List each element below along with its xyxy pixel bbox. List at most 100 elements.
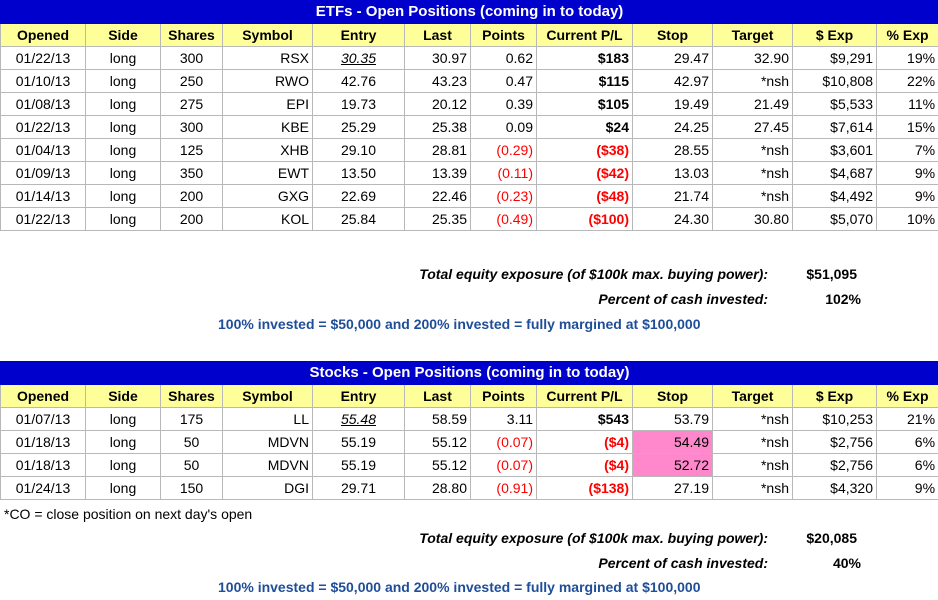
stock-cell-last: 58.59 <box>404 407 471 431</box>
stock-cell-side: long <box>85 407 161 431</box>
stock-cell-shares: 175 <box>160 407 223 431</box>
etf-cell-stop: 19.49 <box>632 92 713 116</box>
stock-cell-side: long <box>85 453 161 477</box>
stock-cell-shares: 50 <box>160 430 223 454</box>
stock-cell-stop: 27.19 <box>632 476 713 500</box>
etf-cell-target: *nsh <box>712 138 793 162</box>
etf-cell-opened: 01/22/13 <box>0 207 86 231</box>
etf-header-shares: Shares <box>160 23 223 47</box>
etf-cell-current-pl: ($48) <box>536 184 633 208</box>
stock-percent-invested-value: 40% <box>832 555 861 571</box>
etf-header-last: Last <box>404 23 471 47</box>
etf-cell-last: 43.23 <box>404 69 471 93</box>
stock-cell-current-pl: ($138) <box>536 476 633 500</box>
stock-header-symbol: Symbol <box>222 384 313 408</box>
etf-cell-shares: 250 <box>160 69 223 93</box>
stock-cell-side: long <box>85 430 161 454</box>
stock-cell-stop: 53.79 <box>632 407 713 431</box>
etf-cell-symbol: EPI <box>222 92 313 116</box>
etf-cell-last: 30.97 <box>404 46 471 70</box>
etf-cell-shares: 350 <box>160 161 223 185</box>
etf-cell-percent-exp: 15% <box>875 115 938 139</box>
etf-percent-invested-label: Percent of cash invested: <box>598 291 768 307</box>
etf-cell-symbol: RWO <box>222 69 313 93</box>
stock-cell-shares: 50 <box>160 453 223 477</box>
stock-table-row: 01/24/13 long 150 DGI 29.71 28.80 (0.91) ($138)… <box>0 476 938 500</box>
etf-cell-opened: 01/14/13 <box>0 184 86 208</box>
etf-cell-points: 0.62 <box>470 46 537 70</box>
etf-cell-symbol: XHB <box>222 138 313 162</box>
etf-header-target: Target <box>712 23 793 47</box>
stock-cell-entry: 55.19 <box>312 453 405 477</box>
etf-cell-entry: 29.10 <box>312 138 405 162</box>
stock-table-row: 01/18/13 long 50 MDVN 55.19 55.12 (0.07) ($4) 54… <box>0 430 938 454</box>
etf-cell-target: 32.90 <box>712 46 793 70</box>
etf-table-row: 01/22/13 long 300 KBE 25.29 25.38 0.09 $24 24.25… <box>0 115 938 139</box>
stock-total-exposure-value: $20,085 <box>806 530 857 546</box>
stock-cell-symbol: MDVN <box>222 453 313 477</box>
etf-header-entry: Entry <box>312 23 405 47</box>
etf-cell-percent-exp: 19% <box>875 46 938 70</box>
etf-cell-shares: 300 <box>160 46 223 70</box>
stock-cell-dollar-exp: $4,320 <box>792 476 877 500</box>
stock-header-last: Last <box>404 384 471 408</box>
etf-table-row: 01/04/13 long 125 XHB 29.10 28.81 (0.29) ($38) 2… <box>0 138 938 162</box>
stock-cell-current-pl: ($4) <box>536 430 633 454</box>
etf-cell-last: 22.46 <box>404 184 471 208</box>
etf-cell-percent-exp: 11% <box>875 92 938 116</box>
stock-cell-target: *nsh <box>712 476 793 500</box>
etf-cell-entry: 25.84 <box>312 207 405 231</box>
stock-cell-stop: 52.72 <box>632 453 713 477</box>
etf-header-stop: Stop <box>632 23 713 47</box>
etf-header-current-pl: Current P/L <box>536 23 633 47</box>
stock-cell-opened: 01/07/13 <box>0 407 86 431</box>
stock-header-percent-exp: % Exp <box>875 384 938 408</box>
etf-cell-side: long <box>85 115 161 139</box>
etf-cell-last: 20.12 <box>404 92 471 116</box>
etf-cell-current-pl: $105 <box>536 92 633 116</box>
etf-total-exposure-value: $51,095 <box>806 266 857 282</box>
etf-cell-current-pl: $24 <box>536 115 633 139</box>
stock-cell-symbol: MDVN <box>222 430 313 454</box>
etf-cell-current-pl: $115 <box>536 69 633 93</box>
stock-cell-points: (0.07) <box>470 430 537 454</box>
stock-cell-stop: 54.49 <box>632 430 713 454</box>
stock-cell-side: long <box>85 476 161 500</box>
stock-cell-shares: 150 <box>160 476 223 500</box>
etf-positions-table: ETFs - Open Positions (coming in to toda… <box>0 0 938 231</box>
etf-cell-points: (0.23) <box>470 184 537 208</box>
etf-table-row: 01/22/13 long 200 KOL 25.84 25.35 (0.49) ($100)… <box>0 207 938 231</box>
etf-cell-dollar-exp: $7,614 <box>792 115 877 139</box>
etf-cell-dollar-exp: $5,070 <box>792 207 877 231</box>
stock-header-dollar-exp: $ Exp <box>792 384 877 408</box>
stock-table-row: 01/18/13 long 50 MDVN 55.19 55.12 (0.07) ($4) 52… <box>0 453 938 477</box>
etf-cell-opened: 01/04/13 <box>0 138 86 162</box>
stock-cell-target: *nsh <box>712 407 793 431</box>
etf-cell-last: 13.39 <box>404 161 471 185</box>
etf-cell-side: long <box>85 184 161 208</box>
etf-cell-side: long <box>85 92 161 116</box>
etf-cell-symbol: RSX <box>222 46 313 70</box>
stock-cell-dollar-exp: $10,253 <box>792 407 877 431</box>
stock-percent-invested-label: Percent of cash invested: <box>598 555 768 571</box>
stock-cell-symbol: DGI <box>222 476 313 500</box>
stock-table-title: Stocks - Open Positions (coming in to to… <box>0 361 938 385</box>
etf-cell-last: 28.81 <box>404 138 471 162</box>
etf-cell-dollar-exp: $4,492 <box>792 184 877 208</box>
etf-cell-entry: 22.69 <box>312 184 405 208</box>
etf-cell-percent-exp: 10% <box>875 207 938 231</box>
etf-cell-points: (0.29) <box>470 138 537 162</box>
stock-header-target: Target <box>712 384 793 408</box>
etf-cell-entry: 30.35 <box>312 46 405 70</box>
etf-table-row: 01/14/13 long 200 GXG 22.69 22.46 (0.23) ($48) 2… <box>0 184 938 208</box>
etf-header-dollar-exp: $ Exp <box>792 23 877 47</box>
stock-cell-percent-exp: 6% <box>875 430 938 454</box>
stock-cell-symbol: LL <box>222 407 313 431</box>
etf-cell-current-pl: ($38) <box>536 138 633 162</box>
stock-cell-dollar-exp: $2,756 <box>792 430 877 454</box>
etf-cell-percent-exp: 9% <box>875 161 938 185</box>
etf-cell-target: 21.49 <box>712 92 793 116</box>
etf-table-row: 01/22/13 long 300 RSX 30.35 30.97 0.62 $183 29.4… <box>0 46 938 70</box>
stock-cell-opened: 01/24/13 <box>0 476 86 500</box>
etf-cell-symbol: GXG <box>222 184 313 208</box>
